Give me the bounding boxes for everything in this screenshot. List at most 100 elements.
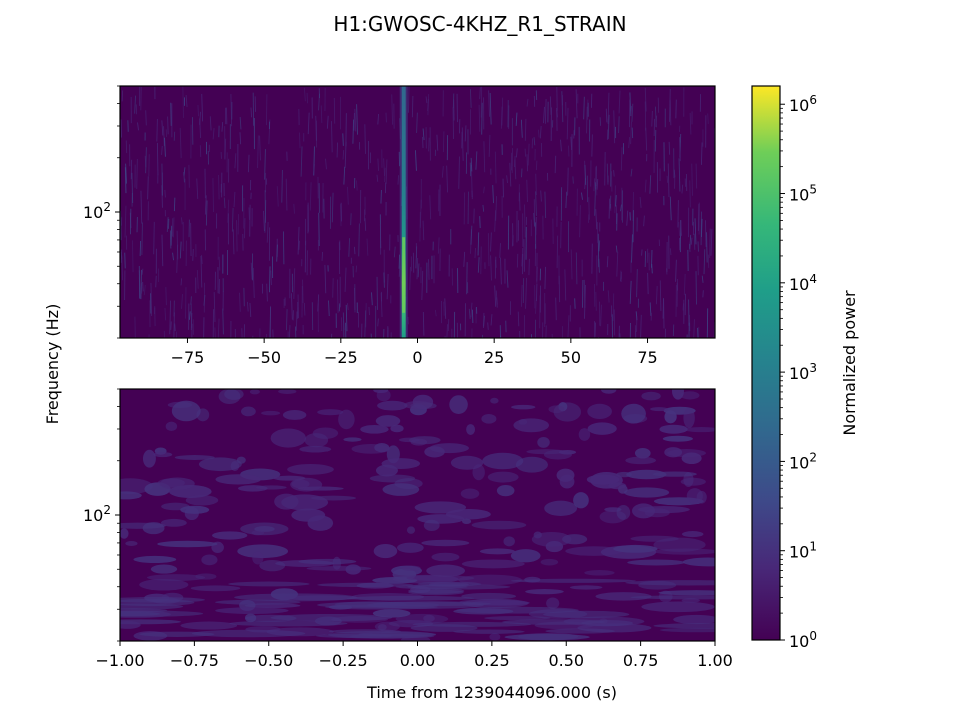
noise-streak bbox=[479, 87, 481, 100]
noise-streak bbox=[647, 272, 649, 295]
noise-blob bbox=[426, 564, 466, 578]
noise-streak bbox=[134, 316, 136, 338]
noise-streak bbox=[324, 264, 327, 294]
noise-streak bbox=[593, 178, 596, 192]
noise-streak bbox=[352, 119, 354, 144]
noise-streak bbox=[196, 270, 199, 289]
noise-streak bbox=[515, 148, 518, 158]
noise-streak bbox=[230, 94, 233, 127]
noise-blob bbox=[159, 477, 195, 490]
noise-blob bbox=[171, 400, 201, 422]
noise-blob bbox=[125, 540, 138, 546]
noise-band bbox=[327, 630, 436, 639]
noise-streak bbox=[353, 246, 356, 255]
noise-streak bbox=[218, 174, 220, 200]
noise-streak bbox=[164, 137, 166, 157]
noise-streak bbox=[506, 175, 508, 183]
noise-blob bbox=[351, 444, 391, 454]
noise-blob bbox=[240, 406, 256, 417]
noise-streak bbox=[709, 228, 711, 258]
noise-streak bbox=[615, 195, 617, 207]
panel-full-segment-x-axis: −75 −50 −25 0 25 50 75 bbox=[171, 338, 658, 367]
noise-streak bbox=[669, 196, 672, 221]
noise-streak bbox=[131, 172, 134, 204]
noise-blob bbox=[696, 490, 707, 504]
noise-streak bbox=[567, 315, 570, 338]
noise-streak bbox=[320, 105, 323, 123]
noise-streak bbox=[181, 294, 183, 309]
noise-streak bbox=[705, 220, 707, 247]
noise-streak bbox=[417, 263, 420, 278]
noise-streak bbox=[342, 133, 344, 146]
noise-blob bbox=[120, 522, 166, 529]
noise-streak bbox=[668, 141, 671, 155]
panel-zoom-x-axis: −1.00 −0.75 −0.50 −0.25 0.00 0.25 0.50 0.75 1.00 bbox=[95, 641, 733, 670]
noise-streak bbox=[499, 243, 501, 259]
noise-streak bbox=[325, 158, 327, 170]
noise-streak bbox=[554, 155, 557, 174]
noise-band bbox=[191, 629, 306, 638]
noise-band bbox=[120, 596, 205, 603]
noise-streak bbox=[693, 319, 695, 338]
noise-streak bbox=[239, 117, 242, 130]
noise-blob bbox=[270, 428, 306, 448]
noise-blob bbox=[641, 391, 661, 401]
noise-blob bbox=[496, 484, 515, 497]
noise-streak bbox=[222, 308, 224, 335]
noise-streak bbox=[331, 121, 333, 153]
noise-band bbox=[543, 610, 630, 619]
noise-blob bbox=[377, 400, 408, 411]
noise-blob bbox=[587, 422, 617, 435]
noise-streak bbox=[544, 266, 547, 290]
noise-streak bbox=[600, 304, 602, 327]
noise-blob bbox=[601, 389, 617, 394]
noise-blob bbox=[481, 413, 497, 424]
noise-streak bbox=[678, 158, 681, 192]
noise-streak bbox=[689, 112, 692, 135]
noise-band bbox=[581, 619, 634, 627]
noise-streak bbox=[276, 186, 279, 207]
colorbar-frame bbox=[751, 85, 781, 641]
noise-streak bbox=[391, 94, 394, 125]
noise-streak bbox=[595, 209, 598, 230]
noise-streak bbox=[180, 278, 183, 286]
noise-blob bbox=[548, 405, 565, 414]
noise-streak bbox=[131, 240, 134, 273]
noise-streak bbox=[628, 137, 631, 149]
noise-streak bbox=[543, 106, 545, 124]
noise-streak bbox=[630, 105, 633, 117]
noise-blob bbox=[406, 575, 475, 582]
noise-streak bbox=[167, 116, 169, 135]
colorbar-tick-label: 102 bbox=[789, 450, 817, 472]
noise-blob bbox=[429, 443, 469, 454]
x-tick-label: 1.00 bbox=[697, 651, 733, 670]
noise-streak bbox=[364, 310, 367, 337]
noise-streak bbox=[470, 302, 473, 318]
noise-blob bbox=[487, 471, 519, 483]
noise-blob bbox=[291, 508, 326, 522]
noise-streak bbox=[588, 197, 590, 220]
noise-streak bbox=[176, 244, 179, 273]
noise-blob bbox=[578, 428, 591, 441]
noise-streak bbox=[218, 256, 221, 271]
noise-streak bbox=[595, 168, 598, 196]
noise-streak bbox=[500, 257, 502, 285]
noise-streak bbox=[556, 235, 559, 269]
x-tick-label: 0 bbox=[412, 348, 422, 367]
noise-streak bbox=[549, 96, 552, 115]
noise-streak bbox=[182, 86, 184, 118]
noise-blob bbox=[680, 391, 700, 400]
noise-streak bbox=[630, 168, 633, 177]
noise-streak bbox=[609, 195, 612, 209]
noise-band bbox=[408, 589, 464, 596]
noise-streak bbox=[487, 322, 489, 330]
noise-streak bbox=[494, 210, 497, 232]
noise-blob bbox=[375, 464, 398, 477]
noise-streak bbox=[427, 98, 429, 111]
panel-zoom: −1.00 −0.75 −0.50 −0.25 0.00 0.25 0.50 0.75 1.00… bbox=[83, 388, 733, 670]
colorbar-tick-label: 103 bbox=[789, 361, 817, 383]
noise-streak bbox=[201, 93, 204, 122]
noise-blob bbox=[584, 570, 615, 576]
noise-blob bbox=[650, 407, 668, 412]
